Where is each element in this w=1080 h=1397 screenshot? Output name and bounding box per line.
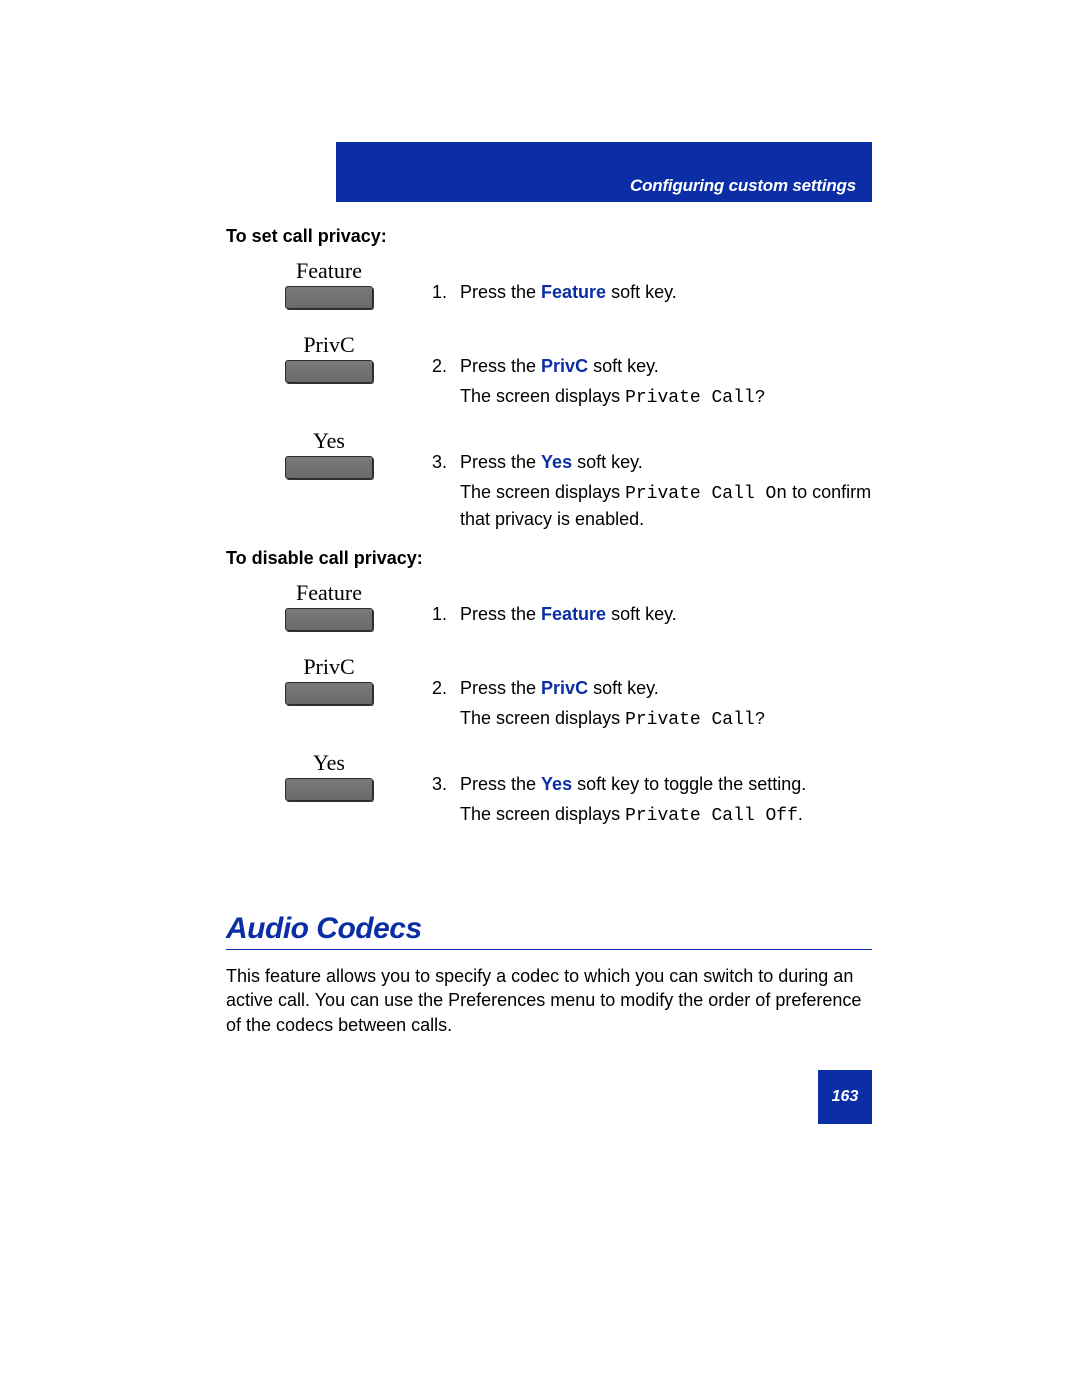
instruction: 2.Press the PrivC soft key. The screen d… [432,654,872,733]
text: Press the [460,452,541,472]
page-number-box: 163 [818,1070,872,1124]
step-number: 3. [432,772,460,796]
softkey-name: PrivC [541,356,588,376]
key-col: Yes [226,750,432,801]
softkey-icon [285,286,373,309]
softkey-name: Feature [541,604,606,624]
body-text: This feature allows you to specify a cod… [226,964,872,1037]
header-bar: Configuring custom settings [336,142,872,202]
instruction: 3.Press the Yes soft key. The screen dis… [432,428,872,531]
text: soft key to toggle the setting. [572,774,806,794]
key-label: Feature [296,580,362,606]
heading-set-privacy: To set call privacy: [226,226,872,247]
set-step-3: Yes 3.Press the Yes soft key. The screen… [226,428,872,531]
softkey-name: Yes [541,452,572,472]
header-bar-text: Configuring custom settings [630,176,856,196]
softkey-icon [285,778,373,801]
disable-step-2: PrivC 2.Press the PrivC soft key. The sc… [226,654,872,733]
key-label: Feature [296,258,362,284]
screen-text: Private Call On [625,484,787,504]
softkey-icon [285,608,373,631]
step-number: 2. [432,676,460,700]
text: The screen displays [460,386,625,406]
step-number: 1. [432,602,460,626]
heading-disable-privacy: To disable call privacy: [226,548,872,569]
text: The screen displays [460,708,625,728]
page: Configuring custom settings To set call … [0,0,1080,1397]
step-number: 3. [432,450,460,474]
text: soft key. [606,282,677,302]
screen-text: Private Call? [625,710,765,730]
key-label: Yes [313,428,345,454]
section-audio-codecs: Audio Codecs This feature allows you to … [226,912,872,1037]
set-step-2: PrivC 2.Press the PrivC soft key. The sc… [226,332,872,411]
disable-step-3: Yes 3.Press the Yes soft key to toggle t… [226,750,872,829]
section-set-privacy: To set call privacy: [226,226,872,247]
text: Press the [460,356,541,376]
step-number: 1. [432,280,460,304]
section-disable-privacy: To disable call privacy: [226,548,872,569]
text: . [798,804,803,824]
softkey-icon [285,360,373,383]
key-label: PrivC [303,654,354,680]
instruction: 1.Press the Feature soft key. [432,258,872,304]
softkey-icon [285,456,373,479]
instruction: 3.Press the Yes soft key to toggle the s… [432,750,872,829]
text: Press the [460,774,541,794]
instruction: 1.Press the Feature soft key. [432,580,872,626]
text: Press the [460,282,541,302]
softkey-name: Feature [541,282,606,302]
text: soft key. [588,678,659,698]
screen-text: Private Call Off [625,806,798,826]
disable-step-1: Feature 1.Press the Feature soft key. [226,580,872,631]
key-label: Yes [313,750,345,776]
key-col: Yes [226,428,432,479]
text: soft key. [572,452,643,472]
page-number: 163 [832,1088,859,1106]
key-label: PrivC [303,332,354,358]
text: Press the [460,604,541,624]
softkey-name: Yes [541,774,572,794]
text: soft key. [606,604,677,624]
softkey-icon [285,682,373,705]
screen-text: Private Call? [625,388,765,408]
text: The screen displays [460,482,625,502]
key-col: PrivC [226,332,432,383]
key-col: Feature [226,580,432,631]
key-col: PrivC [226,654,432,705]
section-title: Audio Codecs [226,912,872,950]
step-number: 2. [432,354,460,378]
key-col: Feature [226,258,432,309]
softkey-name: PrivC [541,678,588,698]
text: The screen displays [460,804,625,824]
set-step-1: Feature 1.Press the Feature soft key. [226,258,872,309]
instruction: 2.Press the PrivC soft key. The screen d… [432,332,872,411]
text: Press the [460,678,541,698]
text: soft key. [588,356,659,376]
